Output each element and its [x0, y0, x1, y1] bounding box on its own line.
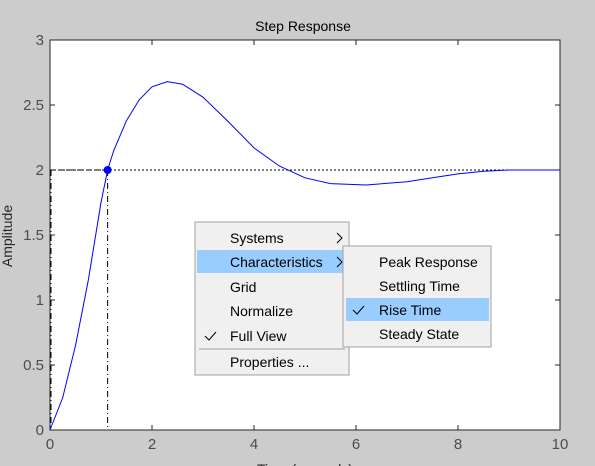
submenu-arrows	[336, 232, 343, 268]
plot: 0 2 4 6 8 10 0 0.5 1 1.5 2 2.5 3	[23, 32, 568, 453]
x-tick-label: 2	[148, 436, 156, 453]
submenu-item[interactable]: Steady State	[379, 326, 459, 342]
menu-item[interactable]: Full View	[230, 328, 287, 344]
submenu-panel	[342, 245, 492, 348]
x-tick-label: 10	[552, 436, 569, 453]
context-menu: Systems Characteristics Grid Normalize Full …	[194, 221, 492, 376]
y-tick-label: 3	[36, 32, 44, 49]
response-line	[49, 81, 560, 431]
y-tick-label: 2	[36, 162, 44, 179]
x-tick-label: 4	[250, 436, 258, 453]
y-tick-label: 2.5	[23, 97, 44, 114]
menu-item[interactable]: Characteristics	[230, 254, 323, 270]
rise-time-marker	[103, 166, 112, 174]
y-tick-label: 0.5	[23, 357, 44, 374]
check-mark	[204, 331, 217, 341]
submenu-item[interactable]: Settling Time	[379, 278, 460, 294]
y-tick-label: 1.5	[23, 227, 44, 244]
submenu-item[interactable]: Rise Time	[379, 302, 441, 318]
submenu-highlight	[346, 298, 489, 321]
menu-item[interactable]: Grid	[230, 279, 256, 295]
menu-highlight	[197, 250, 347, 273]
menu-item[interactable]: Systems	[230, 230, 284, 246]
x-tick-label: 8	[454, 436, 462, 453]
chart-title: Step Response	[255, 18, 351, 34]
y-tick-label: 1	[36, 292, 44, 309]
y-tick-label: 0	[36, 422, 44, 439]
submenu-item[interactable]: Peak Response	[379, 254, 478, 270]
x-tick-label: 0	[46, 436, 54, 453]
y-axis-label: Amplitude	[0, 205, 15, 267]
menu-item[interactable]: Normalize	[230, 303, 293, 319]
check-mark	[352, 305, 365, 315]
x-axis-label: Time (seconds)	[257, 461, 353, 466]
x-tick-label: 6	[352, 436, 360, 453]
menu-item[interactable]: Properties ...	[230, 354, 309, 370]
